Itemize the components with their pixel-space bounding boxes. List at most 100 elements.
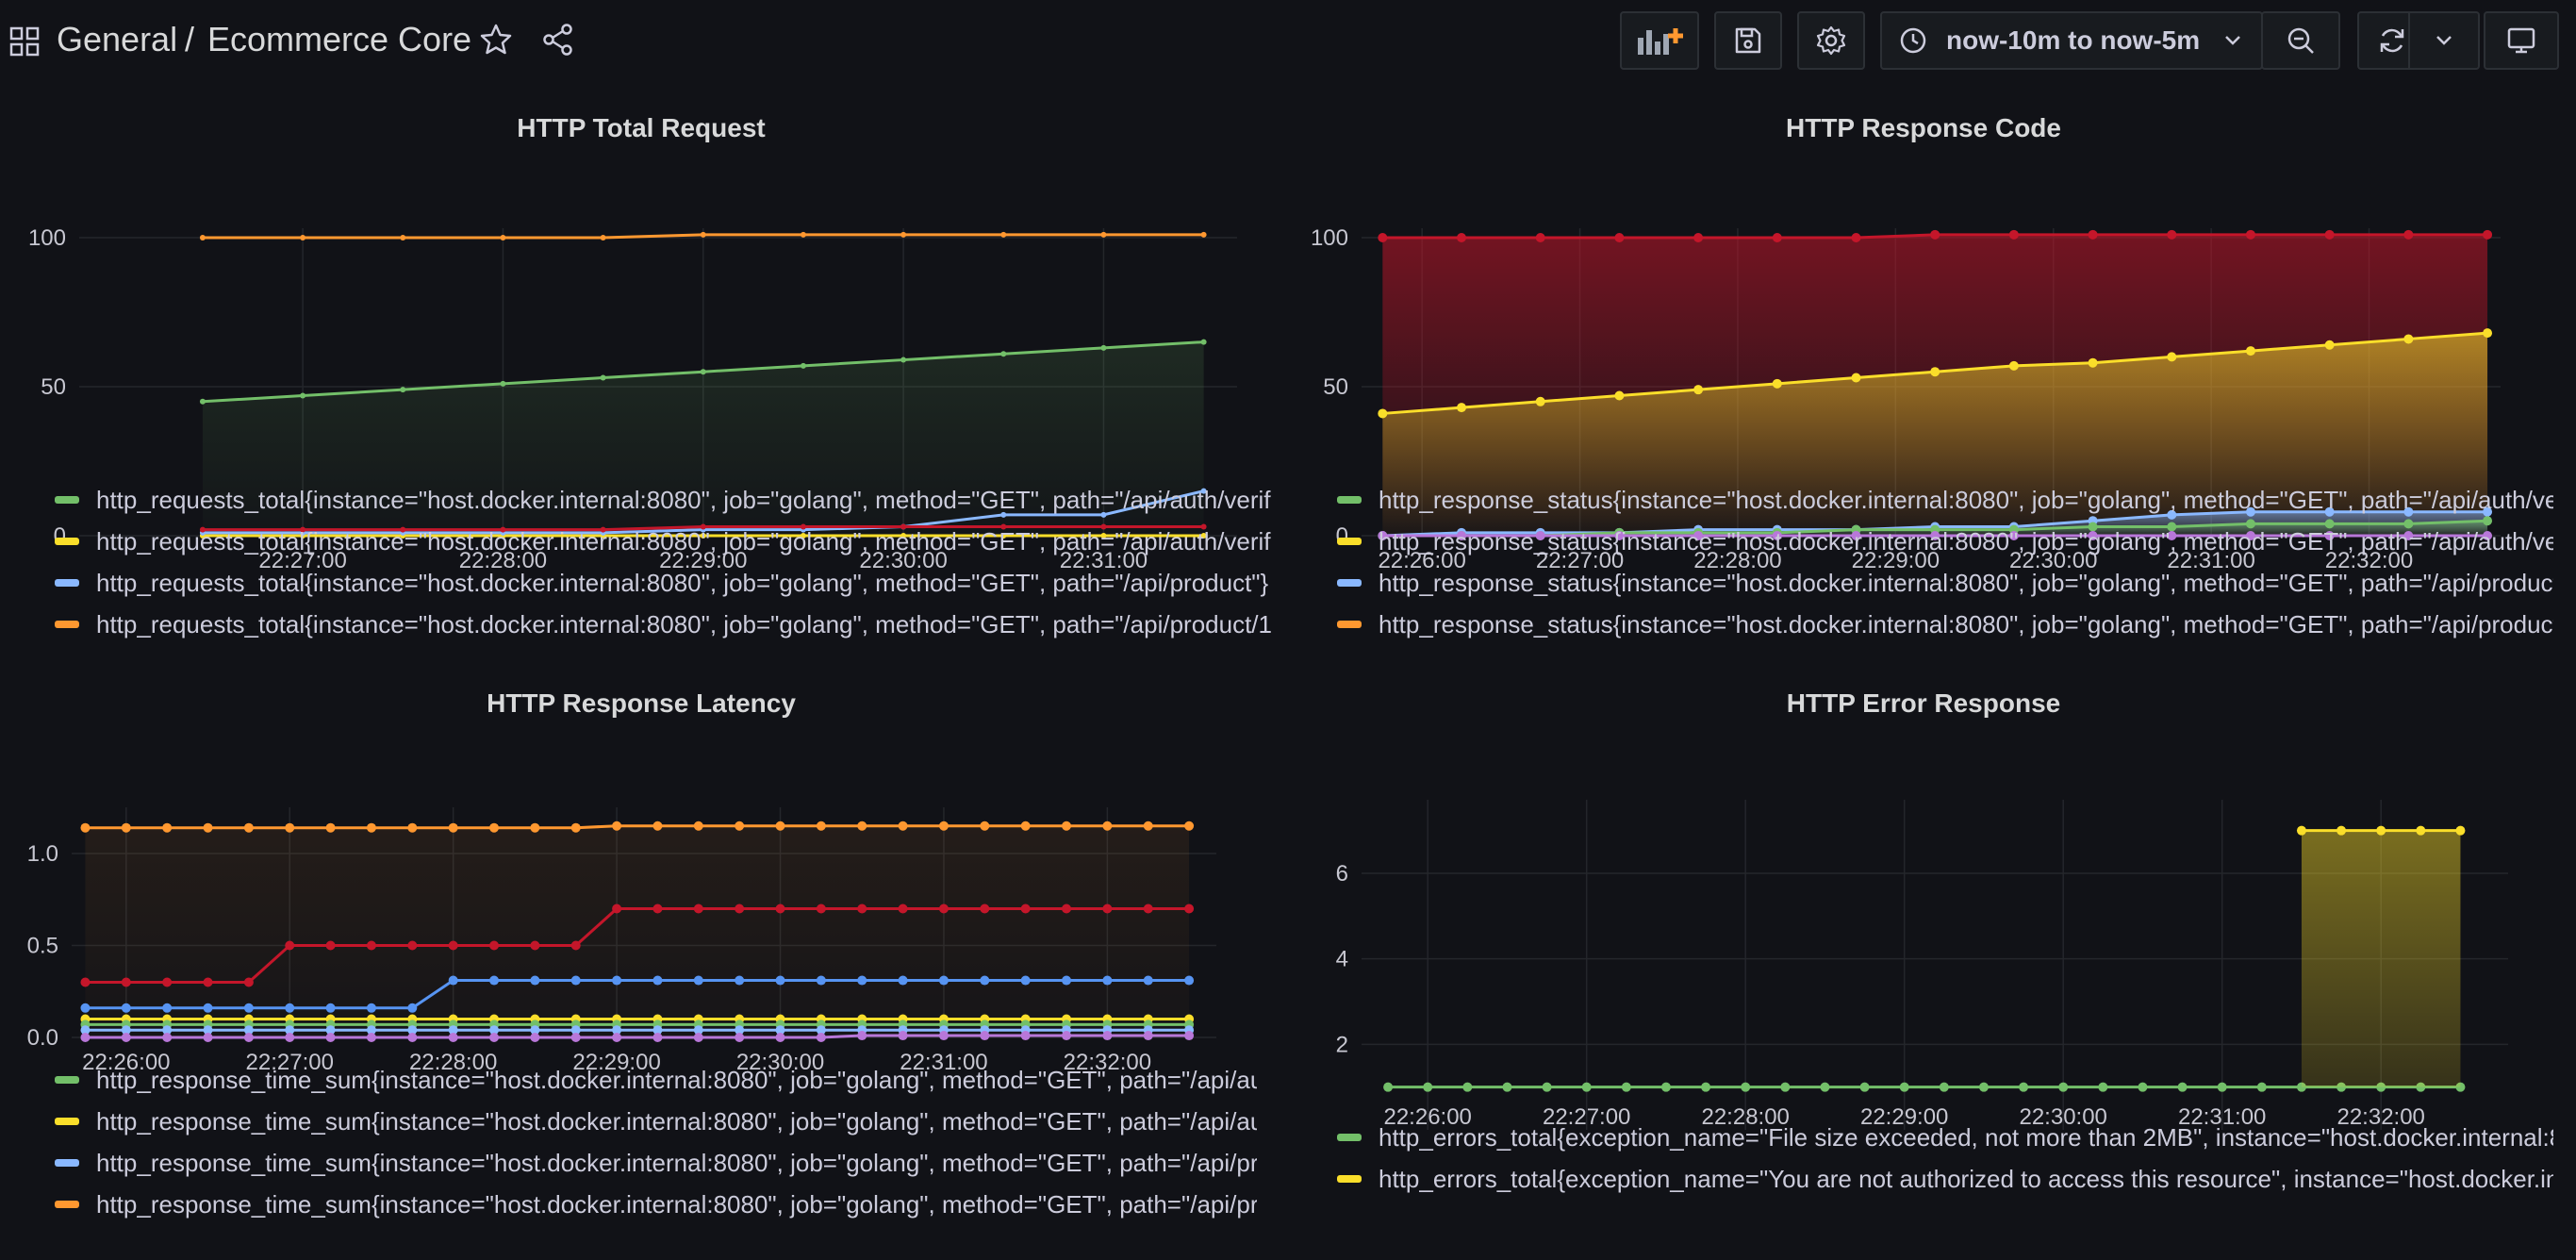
data-point[interactable] <box>1143 904 1153 914</box>
data-point[interactable] <box>1693 233 1704 242</box>
panel-title[interactable]: HTTP Response Latency <box>487 688 796 718</box>
data-point[interactable] <box>652 904 663 914</box>
data-point[interactable] <box>2088 229 2098 240</box>
data-point[interactable] <box>2167 531 2177 540</box>
data-point[interactable] <box>2324 531 2335 540</box>
data-point[interactable] <box>570 975 581 986</box>
data-point[interactable] <box>1000 533 1007 539</box>
data-point[interactable] <box>366 822 376 833</box>
series[interactable] <box>80 821 1195 1037</box>
data-point[interactable] <box>735 1033 745 1042</box>
data-point[interactable] <box>1930 367 1940 377</box>
data-point[interactable] <box>1200 488 1207 494</box>
data-point[interactable] <box>857 821 867 831</box>
data-point[interactable] <box>2483 506 2493 517</box>
data-point[interactable] <box>1102 904 1113 914</box>
data-point[interactable] <box>1939 1082 1949 1092</box>
data-point[interactable] <box>500 380 506 387</box>
data-point[interactable] <box>1000 351 1007 357</box>
data-point[interactable] <box>2088 531 2098 540</box>
series-line[interactable] <box>85 1034 1190 1039</box>
data-point[interactable] <box>1000 523 1007 530</box>
data-point[interactable] <box>203 1003 213 1013</box>
data-point[interactable] <box>448 822 458 833</box>
data-point[interactable] <box>80 1003 91 1013</box>
data-point[interactable] <box>1020 821 1031 831</box>
data-point[interactable] <box>1535 531 1545 540</box>
data-point[interactable] <box>1184 1031 1195 1041</box>
data-point[interactable] <box>2245 346 2255 356</box>
data-point[interactable] <box>407 1033 418 1042</box>
data-point[interactable] <box>816 975 826 986</box>
data-point[interactable] <box>2245 519 2255 529</box>
legend-item[interactable]: http_response_time_sum{instance="host.do… <box>55 1101 1257 1142</box>
data-point[interactable] <box>1772 378 1782 389</box>
data-point[interactable] <box>203 977 213 987</box>
data-point[interactable] <box>570 822 581 833</box>
data-point[interactable] <box>243 1003 254 1013</box>
chart-error-response[interactable]: 2 4 6 22:26:00 22:27:00 22:28:00 22:29:00 22:30… <box>1282 771 2565 1205</box>
data-point[interactable] <box>2376 825 2386 836</box>
data-point[interactable] <box>693 1025 703 1036</box>
legend-item[interactable]: http_response_time_sum{instance="host.do… <box>55 1184 1257 1225</box>
data-point[interactable] <box>816 904 826 914</box>
data-point[interactable] <box>1200 339 1207 345</box>
data-point[interactable] <box>2403 506 2414 517</box>
data-point[interactable] <box>2416 825 2426 836</box>
data-point[interactable] <box>199 398 206 405</box>
series[interactable] <box>80 904 1195 987</box>
dashboard-settings-button[interactable] <box>1797 11 1865 70</box>
data-point[interactable] <box>693 1033 703 1042</box>
data-point[interactable] <box>1780 1082 1791 1092</box>
data-point[interactable] <box>1062 1031 1072 1041</box>
legend-item[interactable]: http_requests_total{instance="host.docke… <box>55 521 1271 562</box>
data-point[interactable] <box>80 1025 91 1036</box>
data-point[interactable] <box>407 822 418 833</box>
data-point[interactable] <box>800 533 806 539</box>
legend-item[interactable]: http_response_status{instance="host.dock… <box>1337 604 2553 645</box>
data-point[interactable] <box>285 940 295 951</box>
data-point[interactable] <box>980 821 990 831</box>
data-point[interactable] <box>2324 519 2335 529</box>
data-point[interactable] <box>652 1025 663 1036</box>
data-point[interactable] <box>121 1033 131 1042</box>
data-point[interactable] <box>700 231 706 238</box>
data-point[interactable] <box>735 975 745 986</box>
data-point[interactable] <box>530 822 540 833</box>
data-point[interactable] <box>735 821 745 831</box>
data-point[interactable] <box>2245 531 2255 540</box>
data-point[interactable] <box>530 940 540 951</box>
data-point[interactable] <box>1502 1082 1512 1092</box>
data-point[interactable] <box>325 1003 336 1013</box>
data-point[interactable] <box>203 1025 213 1036</box>
data-point[interactable] <box>857 1031 867 1041</box>
data-point[interactable] <box>1457 531 1467 540</box>
series[interactable] <box>199 523 1207 533</box>
data-point[interactable] <box>500 526 506 533</box>
data-point[interactable] <box>448 975 458 986</box>
data-point[interactable] <box>162 977 173 987</box>
series[interactable] <box>1383 1082 2466 1092</box>
legend-item[interactable]: http_requests_total{instance="host.docke… <box>55 479 1271 521</box>
data-point[interactable] <box>2088 522 2098 532</box>
data-point[interactable] <box>693 975 703 986</box>
data-point[interactable] <box>400 235 406 240</box>
zoom-out-button[interactable] <box>2261 11 2340 70</box>
data-point[interactable] <box>1851 373 1861 383</box>
data-point[interactable] <box>2098 1082 2108 1092</box>
data-point[interactable] <box>489 1025 500 1036</box>
series[interactable] <box>1378 328 2493 536</box>
data-point[interactable] <box>816 1033 826 1042</box>
data-point[interactable] <box>325 1025 336 1036</box>
data-point[interactable] <box>1542 1082 1552 1092</box>
data-point[interactable] <box>1200 533 1207 539</box>
data-point[interactable] <box>489 940 500 951</box>
data-point[interactable] <box>600 526 606 533</box>
data-point[interactable] <box>407 940 418 951</box>
data-point[interactable] <box>570 940 581 951</box>
share-icon[interactable] <box>541 23 575 57</box>
data-point[interactable] <box>775 1033 785 1042</box>
data-point[interactable] <box>121 977 131 987</box>
series-line[interactable] <box>85 979 1190 1010</box>
